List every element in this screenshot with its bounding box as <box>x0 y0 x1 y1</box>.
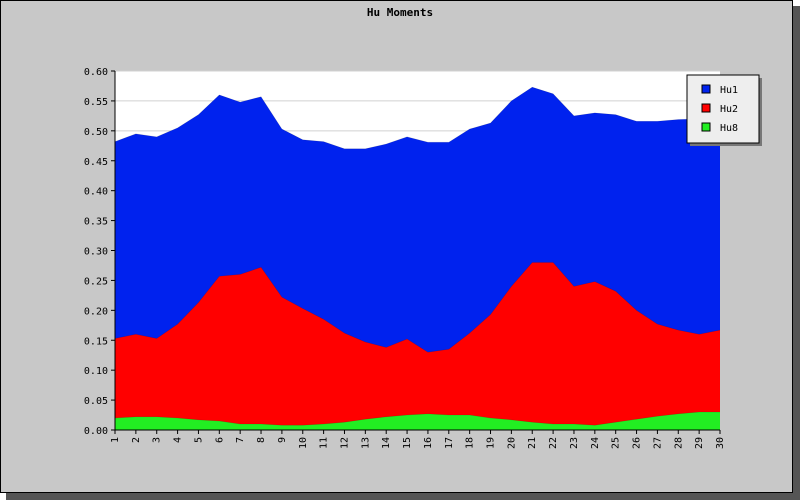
x-tick-label: 22 <box>548 437 559 449</box>
legend-label-hu1: Hu1 <box>720 85 738 96</box>
y-tick-label: 0.25 <box>84 276 108 287</box>
y-tick-label: 0.60 <box>84 67 108 78</box>
x-tick-label: 27 <box>652 437 663 449</box>
x-tick-label: 16 <box>423 437 434 449</box>
legend-label-hu2: Hu2 <box>720 104 738 115</box>
x-tick-label: 28 <box>673 437 684 449</box>
x-tick-label: 5 <box>193 437 204 443</box>
x-tick-label: 6 <box>214 437 225 443</box>
y-tick-label: 0.10 <box>84 366 108 377</box>
x-tick-label: 7 <box>235 437 246 443</box>
y-tick-label: 0.55 <box>84 97 108 108</box>
chart-title: Hu Moments <box>367 6 433 19</box>
y-tick-label: 0.15 <box>84 336 108 347</box>
x-tick-label: 3 <box>152 437 163 443</box>
x-tick-label: 8 <box>256 437 267 443</box>
x-tick-label: 24 <box>590 437 601 449</box>
line-hu2 <box>114 262 721 353</box>
x-tick-label: 9 <box>277 437 288 443</box>
x-tick-label: 17 <box>444 437 455 449</box>
legend-swatch-hu1 <box>701 84 711 94</box>
x-tick-label: 18 <box>465 437 476 449</box>
x-tick-label: 1 <box>110 437 121 443</box>
x-tick-label: 11 <box>319 437 330 449</box>
x-tick-label: 20 <box>506 437 517 449</box>
x-tick-label: 26 <box>632 437 643 449</box>
area-hu2 <box>115 262 720 430</box>
axes: 0.00 0.05 0.10 0.15 0.20 0.25 0.30 0.35 0.40 0.45… <box>84 67 726 449</box>
y-tick-label: 0.45 <box>84 157 108 168</box>
x-tick-label: 25 <box>611 437 622 449</box>
legend-swatch-hu2 <box>701 103 711 113</box>
frame-shadow-bottom <box>6 493 800 500</box>
y-tick-label: 0.30 <box>84 247 108 258</box>
line-hu8 <box>114 411 720 426</box>
x-tick-label: 23 <box>569 437 580 449</box>
series-areas <box>114 86 721 430</box>
y-tick-label: 0.40 <box>84 187 108 198</box>
x-tick-label: 14 <box>381 437 392 449</box>
x-tick-label: 21 <box>527 437 538 449</box>
y-tick-label: 0.20 <box>84 306 108 317</box>
y-tick-label: 0.50 <box>84 127 108 138</box>
legend: Hu1 Hu2 Hu8 <box>686 74 762 146</box>
y-tick-label: 0.35 <box>84 217 108 228</box>
x-tick-label: 19 <box>486 437 497 449</box>
legend-label-hu8: Hu8 <box>720 123 738 134</box>
x-tick-label: 29 <box>694 437 705 449</box>
x-tick-label: 12 <box>339 437 350 449</box>
line-hu1 <box>114 86 721 150</box>
frame-shadow-right <box>793 6 800 500</box>
area-hu8 <box>115 412 720 430</box>
x-tick-label: 15 <box>402 437 413 449</box>
x-tick-label: 2 <box>131 437 142 443</box>
y-tick-label: 0.00 <box>84 426 108 437</box>
x-tick-label: 10 <box>298 437 309 449</box>
legend-swatch-hu8 <box>701 122 711 132</box>
legend-box <box>686 74 760 144</box>
x-tick-label: 30 <box>715 437 726 449</box>
y-tick-label: 0.05 <box>84 396 108 407</box>
x-tick-label: 4 <box>173 437 184 443</box>
x-tick-label: 13 <box>360 437 371 449</box>
